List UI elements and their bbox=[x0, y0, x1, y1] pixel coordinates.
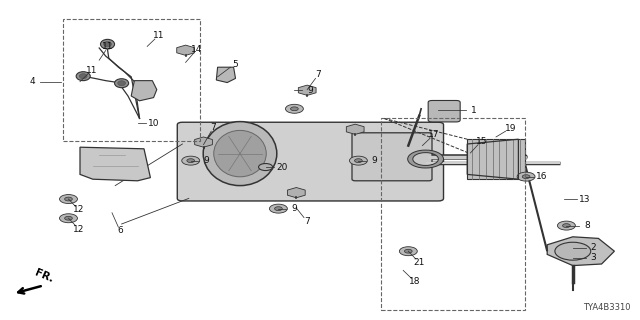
Circle shape bbox=[60, 195, 77, 204]
Text: 13: 13 bbox=[579, 195, 591, 204]
Ellipse shape bbox=[104, 42, 111, 47]
Circle shape bbox=[182, 156, 200, 165]
Circle shape bbox=[517, 172, 535, 181]
Text: 20: 20 bbox=[276, 163, 287, 172]
Text: 12: 12 bbox=[73, 205, 84, 214]
Circle shape bbox=[275, 207, 282, 211]
Text: 16: 16 bbox=[536, 172, 547, 181]
Text: 3: 3 bbox=[591, 253, 596, 262]
Text: 11: 11 bbox=[102, 43, 114, 52]
Text: 15: 15 bbox=[476, 137, 487, 146]
Polygon shape bbox=[80, 147, 150, 181]
Text: 6: 6 bbox=[117, 227, 123, 236]
Text: 9: 9 bbox=[371, 156, 376, 165]
Text: TYA4B3310: TYA4B3310 bbox=[583, 303, 630, 312]
Text: 7: 7 bbox=[304, 217, 310, 226]
Text: 4: 4 bbox=[29, 77, 35, 86]
FancyBboxPatch shape bbox=[352, 133, 432, 181]
Text: 9: 9 bbox=[204, 156, 209, 165]
Polygon shape bbox=[547, 237, 614, 266]
Polygon shape bbox=[131, 81, 157, 101]
Ellipse shape bbox=[118, 81, 125, 86]
Circle shape bbox=[65, 216, 72, 220]
Text: 5: 5 bbox=[232, 60, 237, 68]
Text: 14: 14 bbox=[191, 45, 203, 54]
Text: 19: 19 bbox=[505, 124, 516, 133]
Text: FR.: FR. bbox=[33, 268, 55, 284]
FancyBboxPatch shape bbox=[428, 100, 460, 122]
Text: 17: 17 bbox=[428, 130, 440, 139]
Circle shape bbox=[349, 156, 367, 165]
Circle shape bbox=[355, 159, 362, 163]
Circle shape bbox=[187, 159, 195, 163]
Ellipse shape bbox=[76, 72, 90, 81]
Circle shape bbox=[291, 107, 298, 111]
Text: 12: 12 bbox=[73, 225, 84, 234]
Text: 11: 11 bbox=[153, 31, 164, 40]
Text: 18: 18 bbox=[410, 277, 421, 286]
Circle shape bbox=[555, 242, 591, 260]
Bar bbox=[467, 139, 525, 179]
Text: 10: 10 bbox=[148, 119, 159, 128]
Text: 1: 1 bbox=[471, 106, 476, 115]
Text: 8: 8 bbox=[584, 221, 589, 230]
Text: 9: 9 bbox=[291, 204, 296, 213]
Circle shape bbox=[563, 224, 570, 228]
Ellipse shape bbox=[259, 164, 273, 171]
Circle shape bbox=[399, 247, 417, 256]
Text: 11: 11 bbox=[86, 66, 98, 75]
Circle shape bbox=[60, 214, 77, 223]
Text: 7: 7 bbox=[211, 123, 216, 132]
Text: 2: 2 bbox=[591, 244, 596, 252]
Circle shape bbox=[522, 175, 530, 179]
Circle shape bbox=[404, 249, 412, 253]
Polygon shape bbox=[216, 67, 236, 83]
Ellipse shape bbox=[100, 39, 115, 49]
Circle shape bbox=[269, 204, 287, 213]
Ellipse shape bbox=[79, 74, 87, 79]
Circle shape bbox=[285, 104, 303, 113]
Ellipse shape bbox=[214, 130, 266, 177]
FancyBboxPatch shape bbox=[177, 122, 444, 201]
Text: 7: 7 bbox=[316, 70, 321, 79]
Text: 9: 9 bbox=[307, 86, 312, 95]
Circle shape bbox=[65, 197, 72, 201]
Bar bbox=[381, 118, 525, 310]
Ellipse shape bbox=[115, 79, 129, 88]
Text: 21: 21 bbox=[413, 258, 425, 267]
Circle shape bbox=[557, 221, 575, 230]
Bar bbox=[63, 19, 200, 141]
Ellipse shape bbox=[204, 122, 277, 186]
